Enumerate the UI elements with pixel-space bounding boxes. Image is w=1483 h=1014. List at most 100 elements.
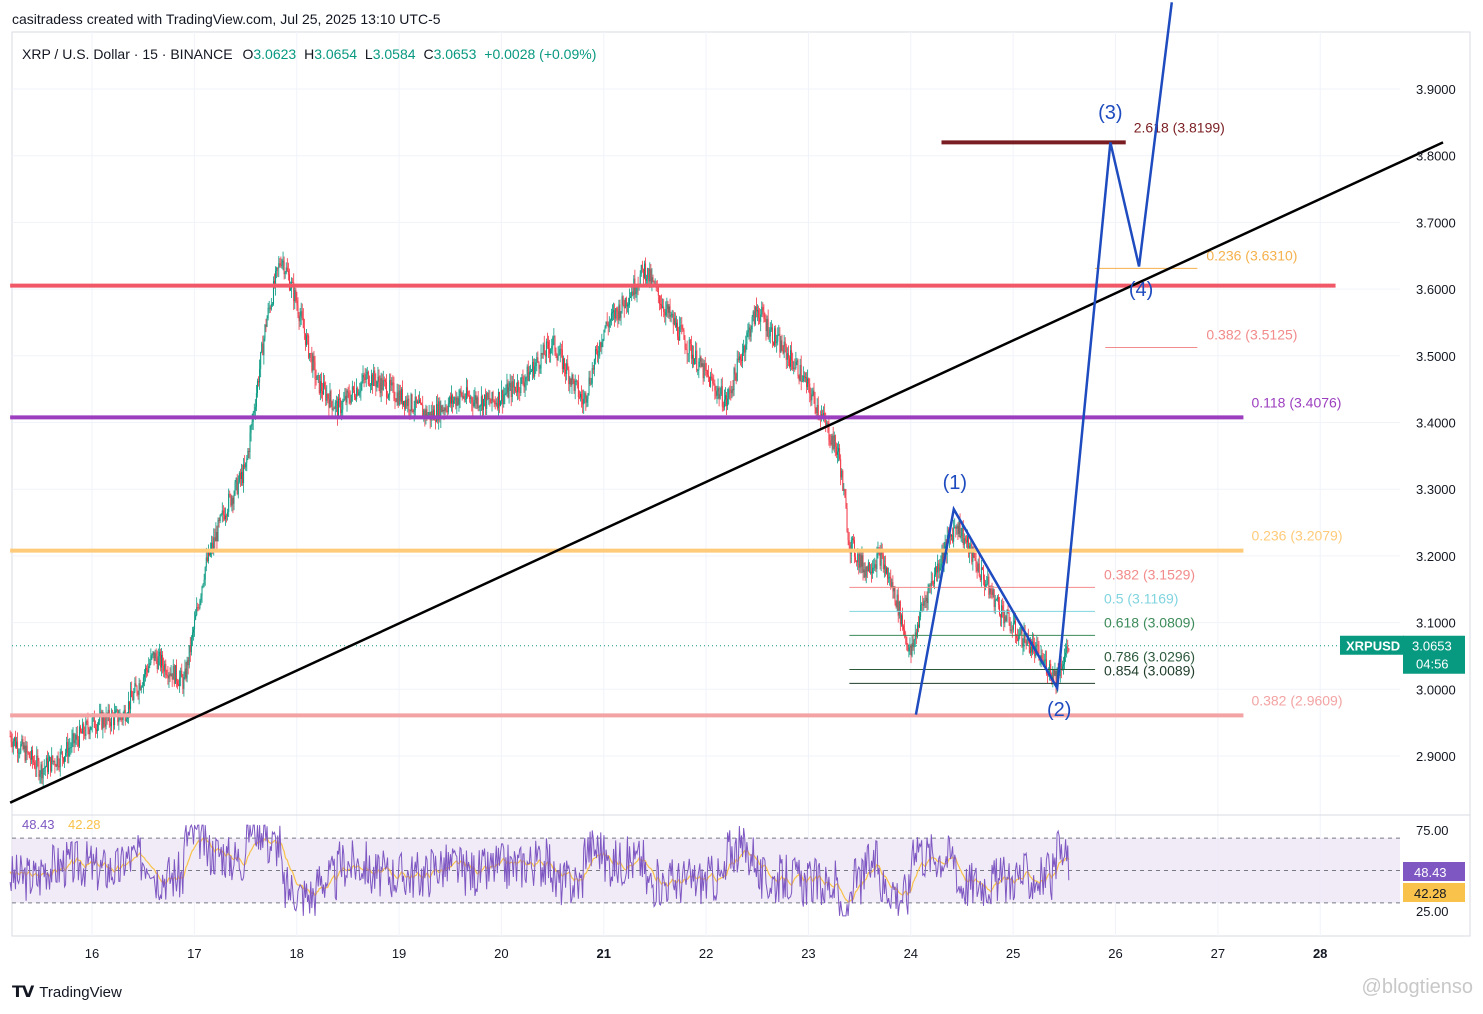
candle-body: [185, 668, 187, 679]
x-tick-3: 19: [392, 946, 406, 961]
candle-body: [511, 381, 513, 398]
candle-body: [153, 651, 155, 661]
candle-body: [720, 386, 722, 394]
candle-body: [914, 632, 916, 640]
candle-body: [406, 399, 408, 406]
candle-body: [150, 655, 152, 664]
candle-body: [972, 548, 974, 562]
candle-body: [226, 515, 228, 517]
candle-body: [643, 263, 645, 278]
candle-body: [807, 378, 809, 387]
tradingview-footer[interactable]: 𝗧𝗩 TradingView: [12, 982, 122, 1002]
candle-body: [365, 374, 367, 380]
candle-body: [768, 336, 770, 338]
candle-body: [968, 536, 970, 554]
candle-body: [188, 645, 190, 666]
last-price-countdown: 04:56: [1416, 657, 1449, 672]
candle-body: [324, 382, 326, 388]
candle-body: [815, 407, 817, 413]
candle-body: [739, 356, 741, 360]
candle-body: [901, 615, 903, 627]
candle-body: [159, 651, 161, 668]
candle-body: [567, 363, 569, 370]
candle-body: [247, 450, 249, 459]
candle-body: [157, 656, 159, 669]
candle-body: [876, 554, 878, 570]
candle-body: [74, 739, 76, 744]
candle-body: [12, 741, 14, 747]
candle-body: [183, 677, 185, 689]
candle-body: [576, 380, 578, 383]
candle-body: [672, 314, 674, 325]
candle-body: [956, 525, 958, 529]
candle-body: [200, 595, 202, 601]
candle-body: [709, 376, 711, 387]
candle-body: [286, 267, 288, 272]
candle-body: [746, 332, 748, 345]
candle-body: [986, 583, 988, 585]
candle-body: [897, 594, 899, 616]
candle-body: [896, 594, 898, 608]
candle-body: [45, 757, 47, 768]
candle-body: [661, 304, 663, 308]
candle-body: [880, 551, 882, 566]
candle-body: [580, 394, 582, 398]
candle-body: [304, 333, 306, 346]
candle-body: [762, 306, 764, 312]
candle-body: [28, 752, 30, 758]
candle-body: [1060, 663, 1062, 670]
candle-body: [277, 267, 279, 269]
candle-body: [769, 329, 771, 337]
candle-body: [711, 376, 713, 379]
candle-body: [442, 409, 444, 412]
candle-body: [903, 626, 905, 630]
candle-body: [645, 263, 647, 281]
candle-body: [330, 391, 332, 402]
candle-body: [23, 745, 25, 749]
candle-body: [1024, 632, 1026, 643]
candle-body: [446, 410, 448, 413]
candle-body: [891, 581, 893, 588]
candle-body: [736, 358, 738, 381]
candle-body: [630, 296, 632, 299]
candle-body: [166, 674, 168, 676]
candle-body: [436, 404, 438, 422]
candle-body: [440, 405, 442, 420]
candle-body: [479, 405, 481, 407]
candle-body: [171, 673, 173, 680]
candle-body: [802, 375, 804, 382]
candle-body: [912, 642, 914, 648]
candle-body: [73, 733, 75, 744]
candle-body: [713, 383, 715, 385]
candle-body: [426, 409, 428, 418]
candle-body: [1044, 659, 1046, 661]
candle-body: [582, 399, 584, 405]
candle-body: [1037, 644, 1039, 646]
candle-body: [195, 615, 197, 620]
candle-body: [528, 371, 530, 381]
candle-body: [345, 395, 347, 403]
candle-body: [441, 405, 443, 412]
candle-body: [931, 581, 933, 584]
candle-body: [290, 288, 292, 290]
candle-body: [1043, 660, 1045, 665]
candle-body: [994, 599, 996, 608]
candle-body: [957, 525, 959, 534]
candle-body: [795, 361, 797, 369]
candle-body: [357, 388, 359, 396]
candle-body: [399, 390, 401, 402]
candle-body: [72, 733, 74, 739]
candle-body: [492, 392, 494, 401]
candle-body: [687, 353, 689, 355]
candle-body: [493, 400, 495, 402]
candle-body: [294, 290, 296, 302]
candle-body: [1018, 635, 1020, 642]
candle-body: [281, 260, 283, 266]
horizontal-levels: 0.118 (3.4076) 0.236 (3.2079) 0.382 (2.960…: [10, 119, 1343, 718]
candle-body: [315, 379, 317, 380]
candle-body: [623, 304, 625, 309]
candle-body: [835, 446, 837, 455]
candle-body: [424, 410, 426, 418]
candle-body: [378, 376, 380, 384]
candle-body: [392, 382, 394, 384]
